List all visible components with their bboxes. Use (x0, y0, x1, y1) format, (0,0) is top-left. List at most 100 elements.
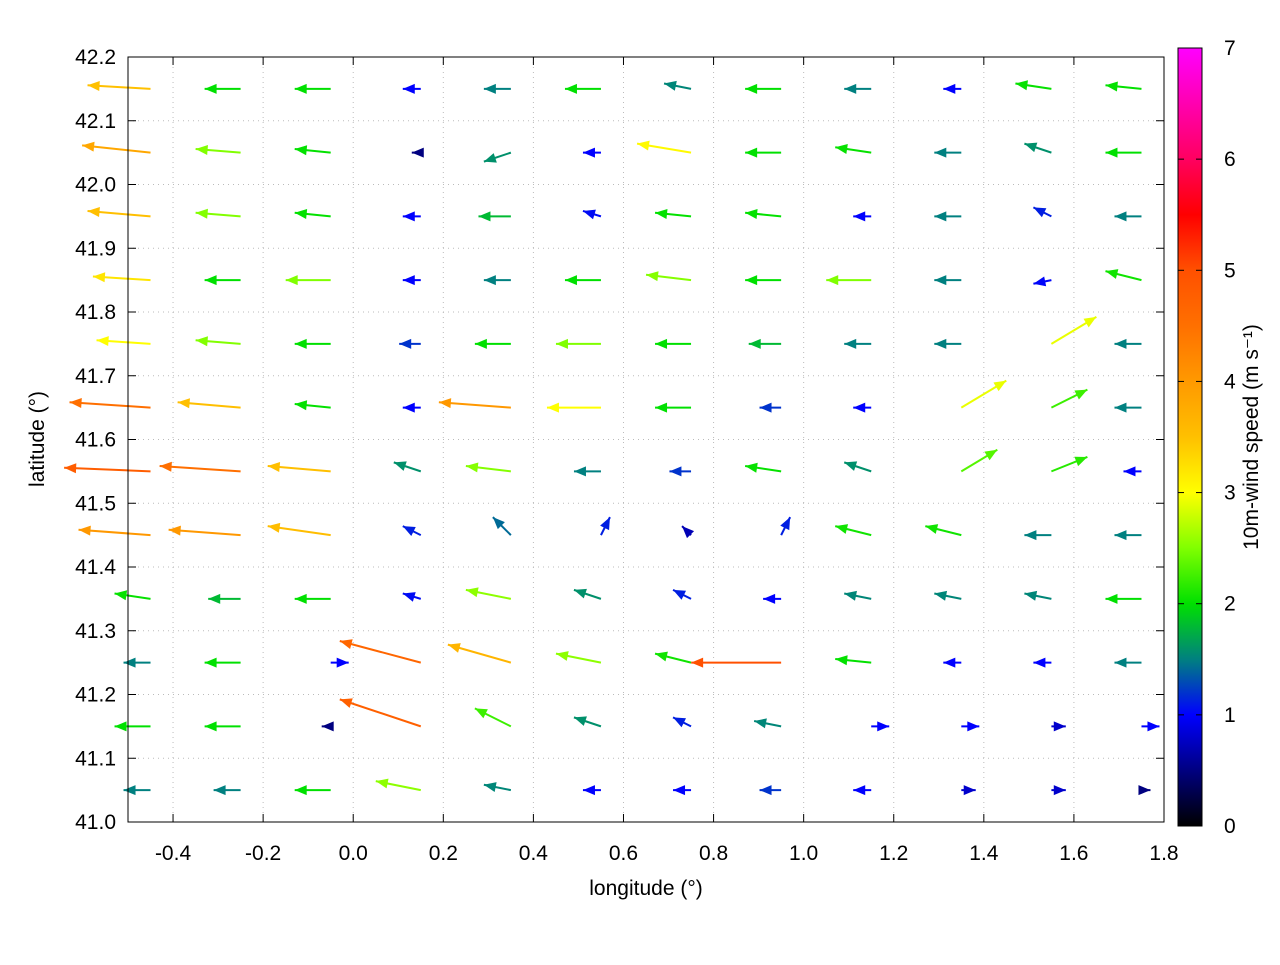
wind-vector (195, 144, 241, 155)
wind-vector (1033, 657, 1052, 668)
vector-head (438, 398, 452, 409)
wind-vector (934, 211, 962, 222)
wind-vector (1114, 211, 1142, 222)
vector-head (78, 525, 91, 536)
wind-vector (213, 785, 241, 796)
wind-vector (177, 398, 241, 409)
vector-head (336, 657, 349, 668)
vector-head (943, 83, 956, 94)
wind-vector (87, 80, 151, 91)
vector-shaft (159, 464, 241, 473)
wind-vector (1114, 402, 1142, 413)
wind-vector (934, 590, 962, 601)
vector-head (745, 462, 758, 473)
wind-vector (763, 593, 782, 604)
x-tick-label: 1.6 (1059, 842, 1088, 865)
vector-head (64, 463, 77, 474)
colorbar-tick-label: 1 (1224, 704, 1236, 727)
wind-vector (1114, 657, 1142, 668)
wind-vector (208, 593, 241, 604)
wind-vector (195, 336, 241, 347)
vector-head (483, 153, 497, 163)
vector-head (402, 83, 415, 94)
vector-head (1074, 456, 1088, 467)
wind-vector (204, 83, 241, 94)
wind-vector (555, 651, 602, 664)
wind-vector (960, 448, 998, 473)
vector-head (447, 643, 461, 653)
vector-head (1114, 211, 1127, 222)
vector-head (393, 461, 407, 471)
wind-vector (465, 587, 512, 600)
wind-vector (294, 785, 331, 796)
vector-head (853, 211, 866, 222)
y-tick-label: 41.1 (75, 747, 116, 770)
vector-head (492, 517, 505, 530)
x-axis-label: longitude (°) (589, 877, 702, 900)
vector-head (195, 144, 208, 155)
wind-vector (159, 461, 241, 473)
wind-vector (844, 83, 872, 94)
x-tick-label: 1.4 (969, 842, 999, 865)
wind-vector (780, 516, 792, 536)
wind-vector (1051, 721, 1066, 732)
wind-vector (934, 338, 962, 349)
vector-head (177, 398, 190, 409)
wind-vector (204, 657, 241, 668)
wind-vector (1024, 590, 1052, 601)
y-tick-label: 41.8 (75, 301, 116, 324)
vector-head (963, 785, 976, 796)
wind-vector (1105, 81, 1142, 92)
wind-vector (645, 271, 692, 282)
vector-head (682, 526, 695, 539)
vector-head (474, 338, 487, 349)
wind-vector (961, 721, 980, 732)
wind-vector (204, 721, 241, 732)
wind-vector (759, 402, 782, 413)
wind-vector (691, 657, 782, 668)
wind-vector (573, 588, 602, 600)
wind-vector (555, 338, 601, 349)
x-tick-label: 0.0 (339, 842, 368, 865)
vector-head (267, 522, 281, 533)
vector-head (204, 83, 217, 94)
vector-head (96, 336, 109, 347)
wind-vector (294, 338, 331, 349)
wind-vector (114, 721, 151, 732)
vector-head (483, 83, 496, 94)
wind-vector (285, 275, 331, 286)
wind-vector (600, 516, 611, 536)
vector-head (655, 208, 668, 219)
x-tick-label: 0.8 (699, 842, 728, 865)
wind-vector (1050, 316, 1097, 345)
wind-vector (1141, 721, 1160, 732)
vector-head (294, 208, 308, 219)
wind-vector (745, 83, 782, 94)
wind-vector (483, 782, 512, 792)
vector-head (123, 785, 136, 796)
wind-vector (826, 275, 872, 286)
vector-head (285, 275, 298, 286)
wind-vector (267, 462, 331, 473)
wind-vector (438, 398, 511, 409)
vector-head (294, 83, 307, 94)
vector-head (655, 402, 668, 413)
wind-vector (655, 402, 692, 413)
wind-vector (853, 211, 872, 222)
vector-head (204, 721, 217, 732)
wind-vector (1015, 80, 1052, 91)
vector-head (1147, 721, 1160, 732)
vector-shaft (64, 466, 151, 473)
y-tick-label: 41.2 (75, 684, 116, 707)
x-tick-label: 1.2 (879, 842, 908, 865)
vector-head (402, 526, 416, 536)
vector-head (195, 208, 208, 219)
vector-head (375, 778, 389, 789)
wind-vector (1024, 142, 1052, 154)
vector-head (483, 782, 497, 792)
vector-head (1105, 593, 1118, 604)
wind-vector (402, 83, 421, 94)
wind-vector (573, 466, 601, 477)
x-tick-label: 0.2 (429, 842, 458, 865)
vector-head (934, 590, 948, 601)
